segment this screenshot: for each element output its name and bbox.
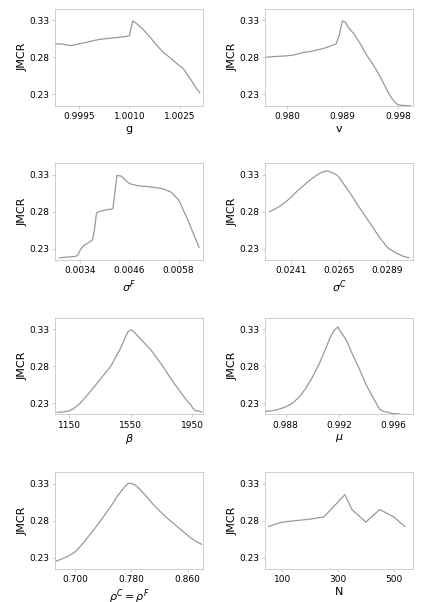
X-axis label: g: g bbox=[126, 123, 133, 134]
Y-axis label: JMCR: JMCR bbox=[17, 506, 28, 535]
Y-axis label: JMCR: JMCR bbox=[227, 197, 238, 226]
Y-axis label: JMCR: JMCR bbox=[17, 43, 28, 72]
Y-axis label: JMCR: JMCR bbox=[227, 43, 238, 72]
X-axis label: N: N bbox=[335, 587, 343, 597]
X-axis label: $\beta$: $\beta$ bbox=[125, 432, 134, 447]
Y-axis label: JMCR: JMCR bbox=[227, 506, 238, 535]
X-axis label: $\sigma^C$: $\sigma^C$ bbox=[332, 278, 347, 294]
X-axis label: $\rho^C=\rho^F$: $\rho^C=\rho^F$ bbox=[109, 587, 150, 602]
X-axis label: $\sigma^F$: $\sigma^F$ bbox=[122, 278, 136, 294]
X-axis label: v: v bbox=[336, 123, 343, 134]
X-axis label: $\mu$: $\mu$ bbox=[335, 432, 344, 444]
Y-axis label: JMCR: JMCR bbox=[17, 352, 28, 380]
Y-axis label: JMCR: JMCR bbox=[17, 197, 28, 226]
Y-axis label: JMCR: JMCR bbox=[227, 352, 238, 380]
